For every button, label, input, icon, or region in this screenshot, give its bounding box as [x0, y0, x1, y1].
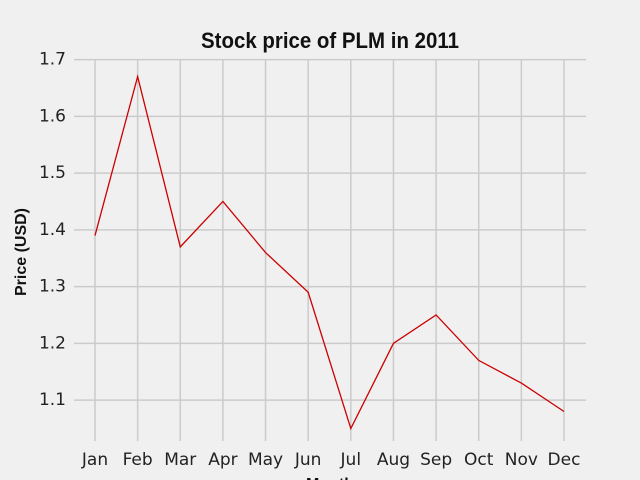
- y-tick-label: 1.5: [39, 163, 66, 183]
- x-tick-label: Dec: [548, 450, 581, 470]
- y-tick-label: 1.1: [39, 390, 66, 410]
- x-tick-label: Oct: [464, 450, 494, 470]
- chart-title: Stock price of PLM in 2011: [201, 28, 459, 53]
- x-tick-label: Apr: [208, 450, 237, 470]
- x-tick-label: Mar: [164, 450, 196, 470]
- y-axis-label: Price (USD): [13, 208, 30, 296]
- y-tick-label: 1.2: [39, 333, 66, 353]
- data-line: [94, 74, 565, 431]
- y-tick-label: 1.4: [39, 220, 66, 240]
- x-tick-label: Sep: [420, 450, 452, 470]
- x-tick-label: Aug: [377, 450, 410, 470]
- y-tick-label: 1.6: [39, 106, 66, 126]
- y-tick-label: 1.7: [39, 50, 66, 70]
- x-tick-label: May: [248, 450, 283, 470]
- y-tick-label: 1.3: [39, 277, 66, 297]
- x-tick-label: Nov: [505, 450, 538, 470]
- x-tick-label: Jul: [340, 450, 362, 470]
- x-tick-label: Feb: [123, 450, 153, 470]
- x-axis-label: Month: [306, 476, 354, 480]
- x-tick-label: Jan: [81, 450, 108, 470]
- x-tick-label: Jun: [294, 450, 322, 470]
